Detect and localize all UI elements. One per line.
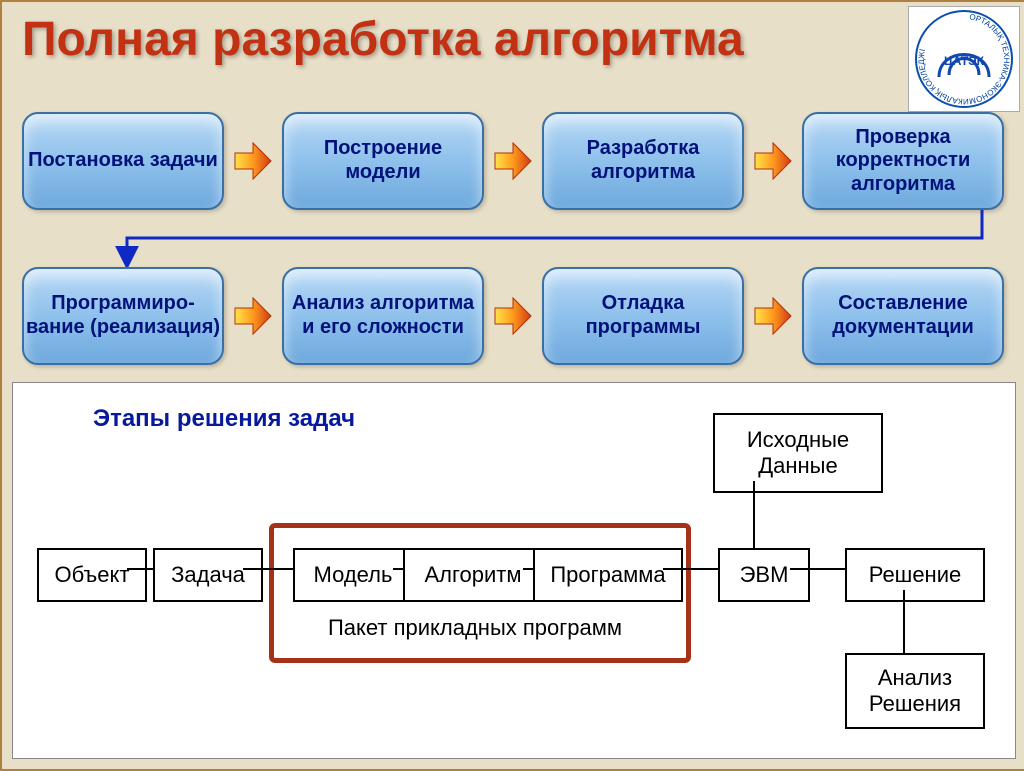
node-model: Модель [293,548,413,602]
flow-box: Анализ алгоритма и его сложности [282,267,484,365]
red-group-label: Пакет прикладных программ [269,615,681,641]
wrap-connector [22,210,1004,270]
edge [523,568,533,570]
edge [790,568,845,570]
node-task: Задача [153,548,263,602]
node-solve: Решение [845,548,985,602]
flow-box: Постановка задачи [22,112,224,210]
node-evm: ЭВМ [718,548,810,602]
arrow-icon [233,141,273,181]
slide: Полная разработка алгоритма ОРТАЛЫҚ ТЕХН… [0,0,1024,771]
flow-box: Разработка алгоритма [542,112,744,210]
edge [903,590,905,653]
logo-badge: ОРТАЛЫҚ ТЕХНИКА-ЭКОНОМИКАЛЫҚ КОЛЛЕДЖІ ЦА… [908,6,1020,112]
arrow-icon [753,141,793,181]
flow-box: Отладка программы [542,267,744,365]
flow-box: Составление документации [802,267,1004,365]
logo-center-text: ЦАТЭК [944,54,985,68]
arrow-icon [493,296,533,336]
arrow-icon [233,296,273,336]
stages-panel: Этапы решения задач Пакет прикладных про… [12,382,1016,759]
slide-title: Полная разработка алгоритма [22,12,744,67]
node-input: Исходные Данные [713,413,883,493]
arrow-icon [753,296,793,336]
arrow-icon [493,141,533,181]
edge [393,568,403,570]
edge [663,568,718,570]
node-anal: Анализ Решения [845,653,985,729]
flow-box: Проверка корректности алгоритма [802,112,1004,210]
flow-row-2: Программиро- вание (реализация) Анализ а… [22,267,1004,365]
flow-box: Программиро- вание (реализация) [22,267,224,365]
node-alg: Алгоритм [403,548,543,602]
node-prog: Программа [533,548,683,602]
flow-row-1: Постановка задачи Построение модели Разр… [22,112,1004,210]
node-object: Объект [37,548,147,602]
edge [127,568,153,570]
flow-box: Построение модели [282,112,484,210]
edge [753,481,755,548]
stages-title: Этапы решения задач [93,405,355,433]
edge [243,568,293,570]
